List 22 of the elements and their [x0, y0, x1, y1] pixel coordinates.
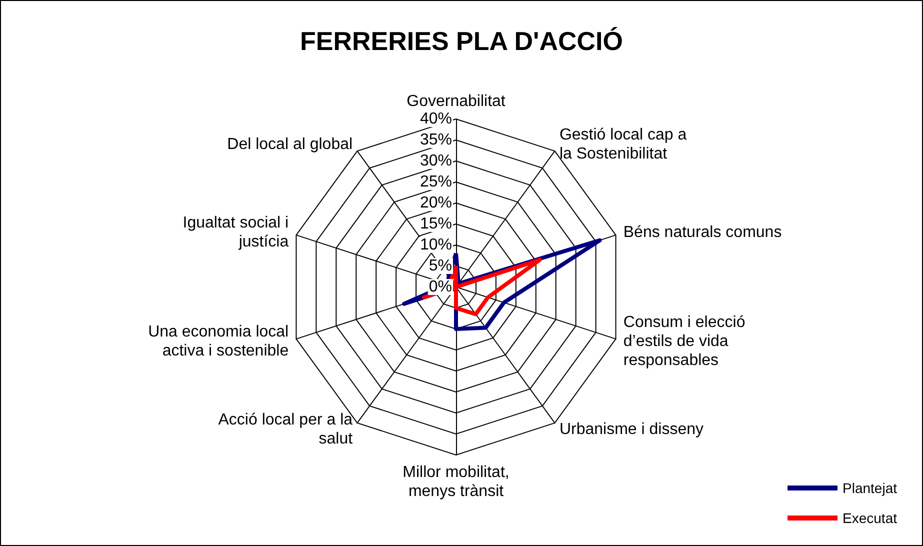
spoke-label: Urbanisme i disseny: [559, 420, 704, 438]
y-tick-label: 10%: [420, 236, 452, 254]
chart-title: FERRERIES PLA D'ACCIÓ: [300, 26, 624, 56]
spoke-label: Béns naturals comuns: [623, 224, 782, 242]
spoke-label: Governabilitat: [406, 93, 506, 110]
spoke-label: Consum i elecció d’estils de vida responsables: [623, 314, 746, 369]
y-tick-label: 30%: [420, 152, 452, 170]
y-tick-label: 5%: [428, 258, 452, 274]
y-tick-label: 25%: [420, 174, 452, 190]
spoke-label: Acció local per a la salut: [218, 411, 354, 448]
y-tick-label: 35%: [420, 132, 452, 148]
y-tick-label: 15%: [420, 216, 452, 232]
legend-label: Plantejat: [842, 480, 898, 496]
spoke-label: Gestió local cap a la Sostenibilitat: [559, 126, 687, 163]
legend-label: Executat: [842, 510, 898, 526]
spoke-label: Millor mobilitat, menys trànsit: [402, 464, 510, 500]
y-tick-label: 0%: [428, 278, 452, 296]
spoke-label: Una economia local activa i sostenible: [148, 323, 289, 360]
spoke-label: Del local al global: [227, 136, 353, 154]
y-tick-label: 40%: [420, 110, 452, 128]
spoke-label: Igualtat social i justícia: [182, 214, 289, 251]
y-tick-label: 20%: [420, 194, 452, 212]
